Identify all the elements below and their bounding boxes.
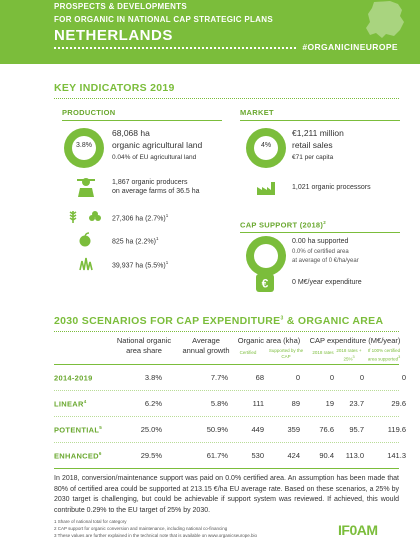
cell-cap-25: 23.7 — [349, 399, 364, 408]
eu-share-text: 0.04% of EU agricultural land — [112, 154, 197, 161]
cell-cap-100: 29.6 — [391, 399, 406, 408]
cell-supported: 424 — [287, 451, 300, 460]
farmer-icon — [77, 178, 95, 197]
market-title: MARKET — [240, 108, 274, 117]
euro-icon: € — [256, 274, 274, 292]
cell-cap-25: 113.0 — [345, 451, 364, 460]
organic-area-value: 68,068 ha — [112, 128, 150, 138]
row-label: LINEAR4 — [54, 399, 87, 409]
clover-icon — [89, 211, 101, 221]
supported-share: 0.0% of certified area — [292, 249, 349, 255]
scenarios-title: 2030 SCENARIOS FOR CAP EXPENDITURE3 & OR… — [54, 315, 384, 327]
per-capita-text: €71 per capita — [292, 154, 334, 161]
row-divider — [54, 390, 399, 391]
cell-certified: 111 — [252, 399, 264, 408]
cell-certified: 68 — [255, 373, 264, 382]
cell-cap-100: 0 — [401, 373, 406, 382]
crop-area-3: 39,937 ha (5.5%)1 — [112, 260, 169, 270]
ifoam-logo: IF0AM — [338, 522, 378, 538]
row-label: ENHANCED6 — [54, 451, 102, 461]
production-divider — [62, 120, 222, 121]
cell-growth: 61.7% — [206, 451, 228, 460]
cell-share: 6.2% — [144, 399, 162, 408]
table-bottom-divider — [54, 468, 399, 469]
row-label: 2014-2019 — [54, 373, 93, 383]
cell-certified: 449 — [251, 425, 264, 434]
producers-line-1: 1,867 organic producers — [112, 179, 188, 186]
producers-line-2: on average farms of 36.5 ha — [112, 188, 200, 195]
col-cap-header: CAP expenditure (M€/year) — [309, 336, 401, 345]
col-cap-sub-2018: 2018 rates — [312, 350, 334, 355]
row-divider — [54, 416, 399, 417]
retail-sales-value: €1,211 million — [292, 128, 344, 138]
processors-text: 1,021 organic processors — [292, 184, 371, 191]
cell-cap-25: 95.7 — [349, 425, 364, 434]
organic-area-label: organic agricultural land — [112, 140, 203, 150]
footnote-3: 3 These values are further explained in … — [54, 533, 258, 538]
cell-share: 29.5% — [140, 451, 162, 460]
supported-average: at average of 0 €/ha/year — [292, 258, 359, 264]
apple-icon — [79, 232, 91, 247]
netherlands-map-icon — [366, 1, 404, 38]
key-indicators-title: KEY INDICATORS 2019 — [54, 82, 175, 94]
cell-supported: 89 — [291, 399, 300, 408]
crop-area-2: 825 ha (2.2%)1 — [112, 236, 159, 246]
expenditure-text: 0 M€/year expenditure — [292, 279, 362, 286]
market-divider — [240, 120, 400, 121]
header-line-1: PROSPECTS & DEVELOPMENTS — [54, 2, 187, 11]
cell-certified: 530 — [251, 451, 264, 460]
retail-sales-label: retail sales — [292, 140, 333, 150]
key-indicators-divider — [54, 98, 399, 99]
cell-cap-2018: 76.6 — [319, 425, 334, 434]
cap-share-donut — [246, 236, 286, 276]
cap-support-title: CAP SUPPORT (2018)2 — [240, 220, 327, 230]
header-banner: PROSPECTS & DEVELOPMENTS FOR ORGANIC IN … — [0, 0, 420, 64]
wheat-icon — [69, 211, 77, 223]
svg-text:€: € — [262, 277, 269, 291]
cell-share: 3.8% — [144, 373, 162, 382]
cell-cap-100: 141.3 — [387, 451, 406, 460]
cell-supported: 0 — [295, 373, 300, 382]
market-share-value: 4% — [260, 142, 272, 149]
footnote-2: 2 CAP support for organic conversion and… — [54, 526, 228, 531]
market-share-donut: 4% — [246, 128, 286, 168]
cell-cap-2018: 0 — [329, 373, 334, 382]
col-share-header: National organic area share — [116, 336, 172, 355]
country-title: NETHERLANDS — [54, 27, 173, 44]
cell-growth: 7.7% — [210, 373, 228, 382]
col-growth-header: Average annual growth — [182, 336, 230, 355]
row-divider — [54, 442, 399, 443]
cell-cap-25: 0 — [359, 373, 364, 382]
col-cap-sub-25: 2018 rates + 25%3 — [336, 348, 362, 362]
scenario-note: In 2018, conversion/maintenance support … — [54, 475, 399, 514]
col-area-sub-certified: Certified — [239, 350, 257, 355]
cap-support-divider — [240, 232, 400, 233]
cell-cap-2018: 90.4 — [319, 451, 334, 460]
header-line-2: FOR ORGANIC IN NATIONAL CAP STRATEGIC PL… — [54, 15, 273, 24]
row-label: POTENTIAL5 — [54, 425, 103, 435]
scenarios-divider — [54, 331, 399, 332]
cell-cap-2018: 19 — [325, 399, 334, 408]
crop-area-1: 27,306 ha (2.7%)1 — [112, 213, 169, 223]
grass-icon — [79, 257, 93, 271]
footnote-1: 1 Share of national total for category — [54, 519, 127, 524]
col-area-sub-supported: Supported by the CAP — [268, 348, 304, 359]
cell-growth: 50.9% — [206, 425, 228, 434]
hashtag: #ORGANICINEUROPE — [302, 42, 398, 52]
cell-share: 25.0% — [140, 425, 162, 434]
table-header-divider — [54, 364, 399, 365]
factory-icon — [257, 182, 275, 195]
col-area-header: Organic area (kha) — [237, 336, 301, 345]
supported-area: 0.00 ha supported — [292, 238, 349, 245]
production-share-value: 3.8% — [76, 142, 92, 149]
col-cap-sub-100: If 100% certified area supported3 — [367, 348, 401, 362]
production-title: PRODUCTION — [62, 108, 116, 117]
header-dotted-divider — [54, 47, 296, 49]
cell-cap-100: 119.6 — [387, 425, 406, 434]
production-share-donut: 3.8% — [64, 128, 104, 168]
cell-supported: 359 — [287, 425, 300, 434]
cell-growth: 5.8% — [210, 399, 228, 408]
